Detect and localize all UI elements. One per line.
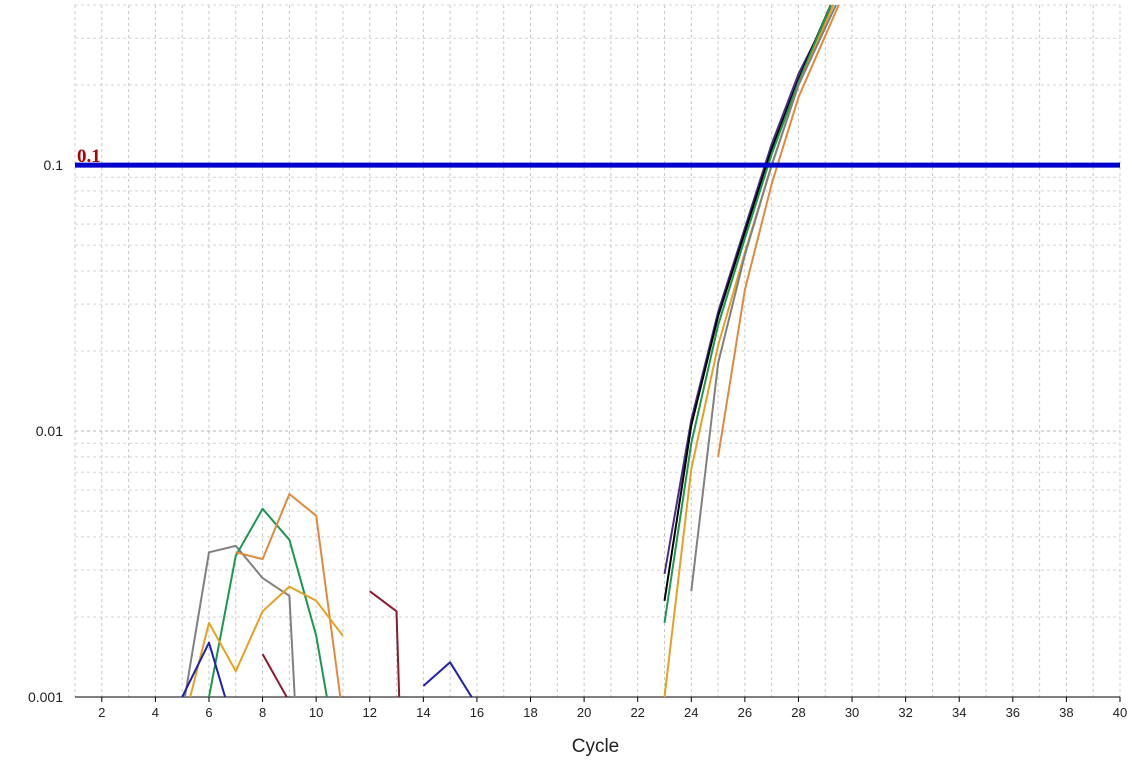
x-tick-label: 34 (952, 705, 966, 720)
series-line (663, 4, 835, 575)
series-line (663, 4, 832, 601)
series-lines (181, 4, 840, 697)
x-tick-label: 26 (738, 705, 752, 720)
threshold: 0.1 (75, 146, 1120, 168)
x-tick-label: 40 (1113, 705, 1127, 720)
y-tick-label: 0.01 (36, 423, 63, 439)
x-tick-label: 22 (630, 705, 644, 720)
series-line (717, 4, 840, 457)
x-axis-title: Cycle (572, 736, 620, 757)
x-tick-label: 30 (845, 705, 859, 720)
x-tick-label: 6 (205, 705, 212, 720)
x-tick-label: 12 (363, 705, 377, 720)
x-tick-label: 38 (1059, 705, 1073, 720)
x-tick-label: 16 (470, 705, 484, 720)
grid (74, 4, 1121, 698)
series-line (369, 590, 401, 697)
series-line (189, 585, 344, 697)
x-tick-label: 10 (309, 705, 323, 720)
x-tick-label: 4 (152, 705, 159, 720)
series-line (422, 661, 473, 697)
series-line (235, 493, 342, 697)
x-tick-label: 18 (523, 705, 537, 720)
x-tick-label: 32 (898, 705, 912, 720)
x-tick-label: 2 (98, 705, 105, 720)
series-line (261, 653, 288, 697)
x-tick-labels: 2 4 6 8 10 12 14 16 18 20 22 24 26 28 30 32 34 36 38 40 (98, 697, 1127, 720)
series-line (181, 641, 227, 697)
y-tick-label: 0.1 (44, 157, 64, 173)
x-tick-label: 20 (577, 705, 591, 720)
y-tick-label: 0.001 (28, 689, 63, 705)
series-line (690, 4, 837, 592)
threshold-label: 0.1 (77, 146, 101, 167)
series-line (663, 4, 832, 624)
x-tick-label: 28 (791, 705, 805, 720)
x-tick-label: 24 (684, 705, 698, 720)
x-tick-label: 14 (416, 705, 430, 720)
x-tick-label: 8 (259, 705, 266, 720)
y-tick-labels: 0.001 0.01 0.1 (28, 157, 63, 705)
series-line (183, 544, 296, 697)
x-tick-label: 36 (1006, 705, 1020, 720)
